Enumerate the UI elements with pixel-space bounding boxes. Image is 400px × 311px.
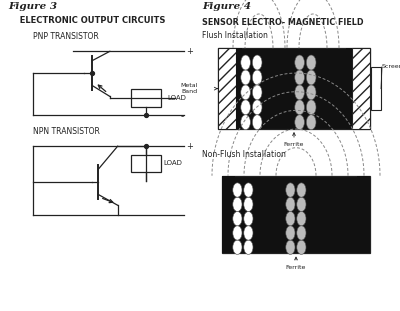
Bar [346,48,352,129]
Circle shape [306,100,316,115]
Text: Figure 4: Figure 4 [202,2,251,11]
Text: Screen: Screen [382,64,400,69]
Bar [371,67,381,110]
Circle shape [244,226,253,240]
Circle shape [306,70,316,85]
Text: +: + [186,142,193,151]
Text: Metal
Band: Metal Band [181,83,198,94]
Circle shape [286,183,295,197]
Circle shape [233,211,242,226]
Circle shape [233,183,242,197]
Circle shape [244,211,253,226]
Circle shape [295,100,304,115]
Circle shape [241,55,250,70]
Circle shape [241,115,250,130]
Text: -: - [180,211,184,220]
Circle shape [295,85,304,100]
Bar [131,90,161,106]
Circle shape [233,240,242,254]
Circle shape [252,100,262,115]
Bar [352,48,370,129]
Bar [218,48,370,129]
Text: Non-Flush Installation: Non-Flush Installation [202,150,286,159]
Text: Ferrite: Ferrite [284,142,304,147]
Circle shape [306,115,316,130]
Circle shape [297,240,306,254]
Text: Figure 3: Figure 3 [8,2,57,11]
Text: Ferrite: Ferrite [286,265,306,270]
Circle shape [306,55,316,70]
Bar [270,179,288,250]
Circle shape [297,211,306,226]
Bar [218,48,236,129]
Circle shape [295,55,304,70]
Circle shape [252,55,262,70]
Circle shape [297,197,306,211]
Text: NPN TRANSISTOR: NPN TRANSISTOR [34,127,100,136]
Circle shape [252,70,262,85]
Text: Flush Installation: Flush Installation [202,31,268,40]
Circle shape [286,240,295,254]
Circle shape [233,226,242,240]
Bar [276,51,296,126]
Text: ELECTRONIC OUTPUT CIRCUITS: ELECTRONIC OUTPUT CIRCUITS [14,16,165,25]
Circle shape [233,197,242,211]
Bar [131,155,161,172]
Circle shape [241,70,250,85]
Circle shape [286,226,295,240]
Circle shape [306,85,316,100]
Circle shape [297,183,306,197]
Bar [236,48,242,129]
Circle shape [286,211,295,226]
Circle shape [252,115,262,130]
Circle shape [295,115,304,130]
Circle shape [252,85,262,100]
Circle shape [244,240,253,254]
Circle shape [244,197,253,211]
Text: +: + [186,47,193,56]
Circle shape [297,226,306,240]
Circle shape [241,100,250,115]
Circle shape [244,183,253,197]
Text: LOAD: LOAD [164,160,183,166]
Circle shape [286,197,295,211]
Bar [222,176,370,253]
Text: PNP TRANSISTOR: PNP TRANSISTOR [34,32,99,41]
Text: -: - [180,112,184,121]
Circle shape [241,85,250,100]
Bar [357,176,370,253]
Circle shape [295,70,304,85]
Text: SENSOR ELECTRO- MAGNETIC FIELD: SENSOR ELECTRO- MAGNETIC FIELD [202,18,364,27]
Text: LOAD: LOAD [168,95,186,101]
Bar [222,176,235,253]
